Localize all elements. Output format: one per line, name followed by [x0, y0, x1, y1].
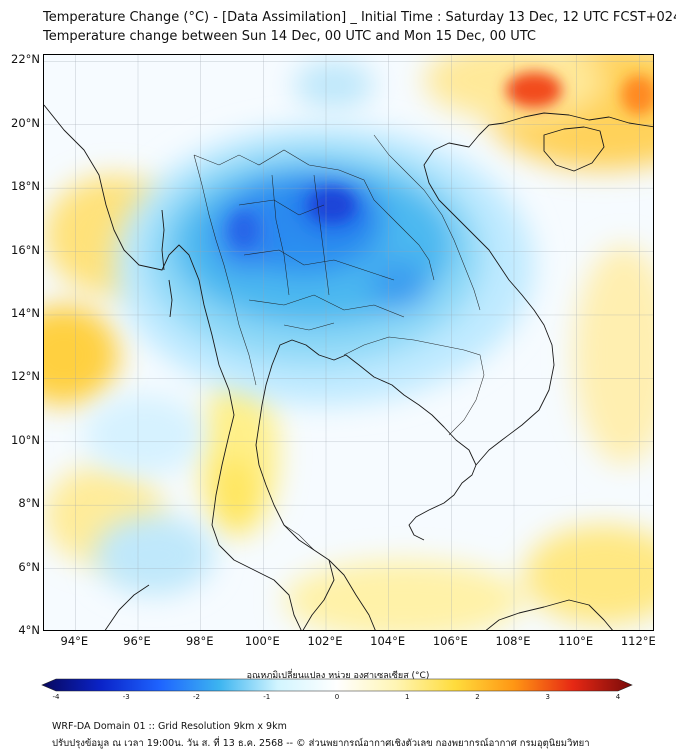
colorbar-tick-label: 2 [475, 693, 480, 701]
coast-sumatra [104, 584, 150, 630]
border-thai-provinces-3 [248, 294, 405, 318]
colorbar-tick-label: -4 [52, 693, 60, 701]
coastlines [44, 104, 653, 630]
colorbar-gradient [41, 678, 633, 692]
latitude-tick-label: 10°N [11, 432, 40, 447]
field-cool-regions [84, 125, 534, 595]
longitude-tick-label: 100°E [244, 634, 280, 648]
latitude-tick-label: 18°N [11, 179, 40, 194]
colorbar-tick-label: 1 [405, 693, 410, 701]
border-thai-provinces-5 [271, 174, 290, 296]
border-laos-vietnam [373, 134, 481, 311]
coast-borneo [485, 599, 613, 630]
border-thai-provinces-4 [283, 322, 335, 331]
gridlines [44, 55, 653, 630]
border-malaysia-thailand [283, 524, 315, 551]
temperature-change-map [43, 54, 654, 631]
longitude-tick-label: 96°E [123, 634, 151, 648]
border-myanmar-thailand [193, 154, 257, 386]
longitude-tick-label: 94°E [60, 634, 89, 648]
colorbar-tick-label: 3 [545, 693, 550, 701]
latitude-tick-label: 4°N [18, 623, 40, 637]
latitude-tick-label: 8°N [18, 496, 40, 511]
longitude-tick-label: 108°E [495, 634, 531, 648]
latitude-tick-label: 14°N [11, 305, 40, 320]
map-title: Temperature Change (°C) - [Data Assimila… [43, 10, 676, 25]
border-thai-provinces-2 [243, 249, 395, 281]
coast-andaman-islands-2 [168, 279, 173, 318]
colorbar-tick-label: -3 [122, 693, 130, 701]
colorbar-label: อุณหภูมิเปลี่ยนแปลง หน่วย องศาเซลเซียส (… [246, 671, 430, 681]
coast-gulf-of-thailand [255, 339, 477, 630]
colorbar [41, 678, 633, 692]
coast-andaman-islands [161, 209, 165, 271]
longitude-tick-label: 104°E [370, 634, 406, 648]
longitude-tick-label: 102°E [307, 634, 343, 648]
field-cold-core [230, 189, 354, 248]
field-hot-core [506, 72, 653, 115]
border-thai-provinces-1 [238, 199, 325, 216]
border-thai-provinces-6 [313, 174, 330, 296]
colorbar-tick-label: -1 [263, 693, 271, 701]
colorbar-tick-label: 4 [615, 693, 621, 701]
latitude-tick-label: 6°N [18, 559, 40, 574]
longitude-tick-label: 98°E [185, 634, 214, 648]
border-thailand-laos [193, 149, 435, 281]
coast-hainan [543, 126, 605, 172]
longitude-tick-label: 110°E [558, 634, 594, 648]
longitude-tick-label: 106°E [432, 634, 468, 648]
footer-model-info: WRF-DA Domain 01 :: Grid Resolution 9km … [52, 721, 287, 732]
map-canvas [44, 55, 653, 630]
latitude-tick-label: 20°N [11, 115, 40, 130]
coast-malay-east [328, 559, 376, 630]
border-cambodia [343, 336, 485, 436]
colorbar-tick-label: 0 [334, 693, 340, 701]
coast-vietnam-east [423, 122, 555, 466]
latitude-tick-label: 22°N [11, 52, 40, 67]
latitude-tick-label: 12°N [11, 369, 40, 384]
latitude-tick-label: 16°N [11, 242, 40, 257]
coast-southern-china [503, 112, 653, 128]
coast-myanmar-thailand-west [44, 104, 302, 630]
map-subtitle: Temperature change between Sun 14 Dec, 0… [43, 29, 537, 44]
footer-credit: ปรับปรุงข้อมูล ณ เวลา 19:00น. วัน ส. ที่… [52, 738, 590, 749]
colorbar-tick-label: -2 [193, 693, 200, 701]
longitude-tick-label: 112°E [620, 634, 656, 648]
admin-borders [193, 134, 485, 551]
